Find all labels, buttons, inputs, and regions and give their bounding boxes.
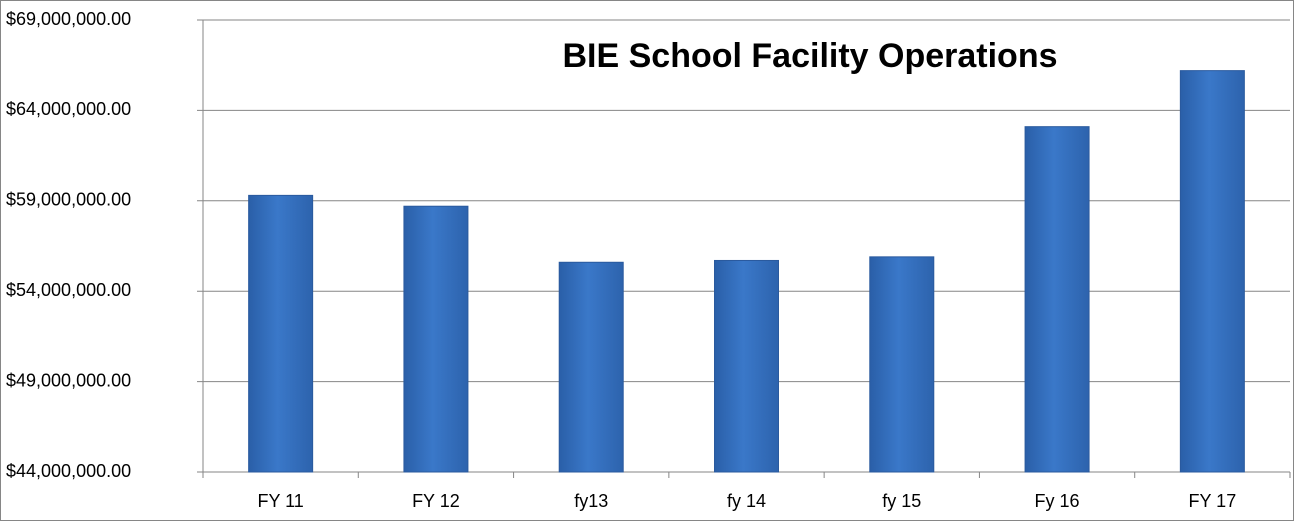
y-tick-label: $44,000,000.00	[6, 461, 131, 481]
bar	[714, 259, 779, 473]
chart-title: BIE School Facility Operations	[563, 37, 1058, 75]
x-tick-label: FY 12	[412, 491, 460, 511]
bar	[403, 205, 469, 473]
x-tick-label: fy 14	[727, 491, 766, 511]
x-tick-label: Fy 16	[1035, 491, 1080, 511]
y-tick-label: $49,000,000.00	[6, 370, 131, 390]
y-tick-label: $69,000,000.00	[6, 9, 131, 29]
bar	[869, 256, 935, 473]
bar	[1024, 126, 1090, 473]
x-tick-label: fy13	[574, 491, 608, 511]
y-tick-label: $64,000,000.00	[6, 99, 131, 119]
bar	[248, 194, 314, 473]
bar	[558, 261, 624, 473]
x-tick-label: FY 17	[1189, 491, 1237, 511]
x-tick-label: fy 15	[882, 491, 921, 511]
y-tick-label: $54,000,000.00	[6, 280, 131, 300]
y-tick-label: $59,000,000.00	[6, 190, 131, 210]
x-tick-label: FY 11	[257, 491, 303, 511]
bar	[1179, 70, 1245, 473]
